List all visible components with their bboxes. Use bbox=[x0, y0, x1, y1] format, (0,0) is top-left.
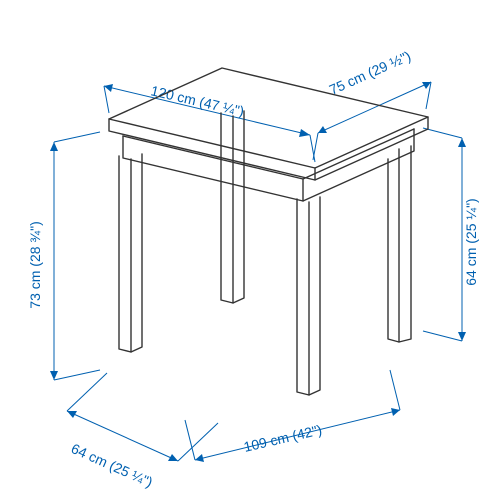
dim-bottom-length: 109 cm (42") bbox=[185, 370, 400, 462]
dim-left-height-label: 73 cm (28 ¾") bbox=[27, 221, 43, 308]
dim-top-length: 120 cm (47 ¼") bbox=[104, 82, 315, 162]
dim-left-height: 73 cm (28 ¾") bbox=[27, 132, 100, 380]
table-wireframe bbox=[109, 68, 428, 395]
dim-right-height: 64 cm (25 ¼") bbox=[423, 128, 479, 341]
dim-right-height-label: 64 cm (25 ¼") bbox=[463, 198, 479, 285]
dim-top-length-label: 120 cm (47 ¼") bbox=[149, 82, 245, 119]
dim-bottom-depth-label: 64 cm (25 ¼") bbox=[69, 440, 155, 490]
dimension-diagram: 120 cm (47 ¼") 75 cm (29 ½") 73 cm (28 ¾… bbox=[0, 0, 500, 500]
dim-bottom-depth: 64 cm (25 ¼") bbox=[67, 373, 218, 490]
dim-bottom-length-label: 109 cm (42") bbox=[242, 421, 323, 455]
dim-top-depth-label: 75 cm (29 ½") bbox=[327, 48, 413, 98]
